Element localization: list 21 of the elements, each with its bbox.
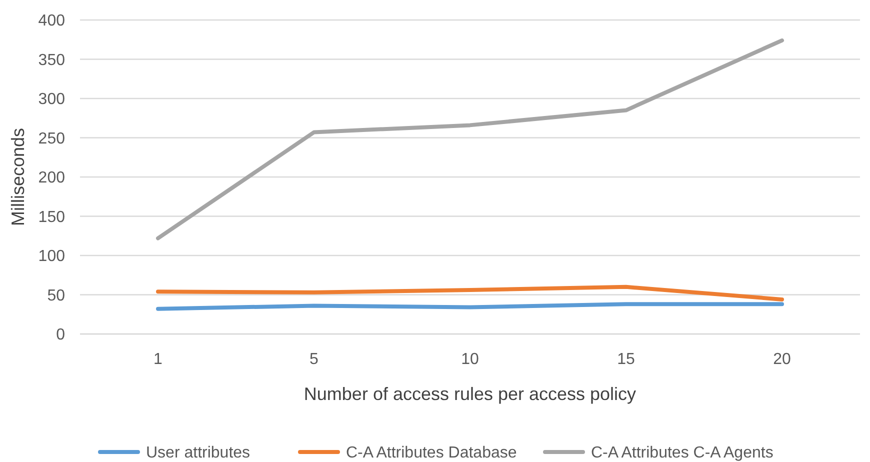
legend-label: C-A Attributes Database <box>346 444 517 462</box>
y-tick-label: 300 <box>38 91 66 108</box>
y-tick-label: 200 <box>38 170 66 187</box>
y-tick-label: 0 <box>56 326 66 344</box>
x-tick-label: 20 <box>773 351 791 368</box>
legend-label: User attributes <box>146 444 250 462</box>
y-axis-title: Milliseconds <box>8 128 28 226</box>
y-tick-label: 400 <box>38 12 66 30</box>
x-tick-label: 5 <box>310 351 319 368</box>
y-tick-label: 150 <box>38 208 66 226</box>
line-series <box>156 38 784 240</box>
x-axis-title: Number of access rules per access policy <box>304 384 636 404</box>
y-tick-label: 250 <box>38 130 66 148</box>
line-series <box>156 284 784 302</box>
y-tick-label: 50 <box>47 287 66 304</box>
legend-label: C-A Attributes C-A Agents <box>591 444 774 462</box>
x-tick-label: 10 <box>461 351 479 368</box>
x-tick-label: 1 <box>154 351 163 368</box>
y-tick-label: 100 <box>38 248 66 266</box>
y-tick-label: 350 <box>38 52 66 69</box>
x-tick-label: 15 <box>617 351 635 368</box>
